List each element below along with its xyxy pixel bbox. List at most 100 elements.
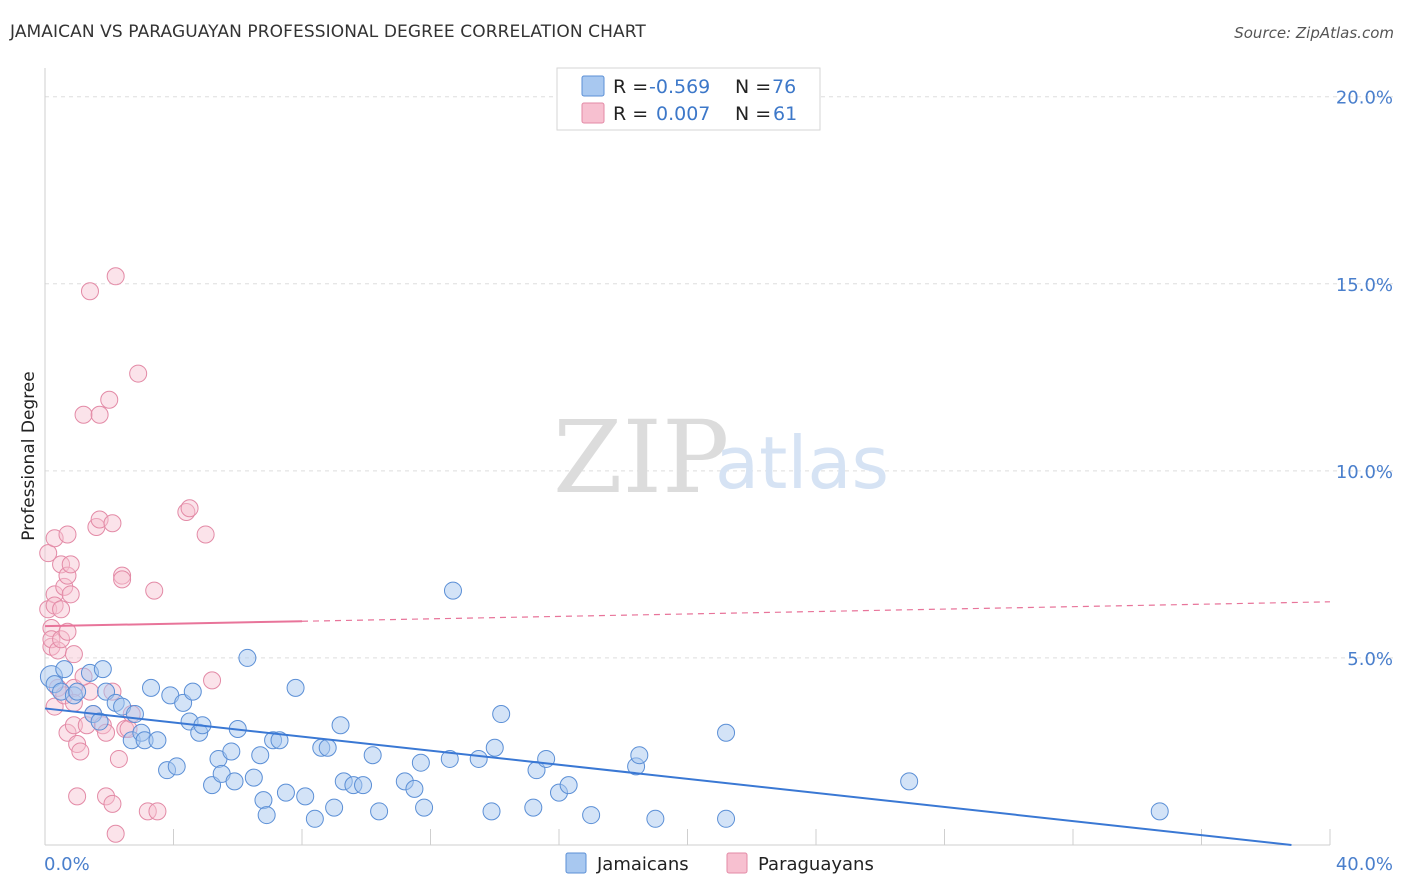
jamaican-point: [443, 581, 462, 600]
y-tick-label: 15.0%: [1336, 275, 1393, 296]
jamaican-point: [415, 798, 434, 817]
legend-n-value: 76: [772, 76, 796, 98]
paraguayan-point: [52, 555, 71, 574]
paraguayans-trend-line-extension: [301, 601, 1331, 622]
paraguayan-point: [103, 794, 122, 813]
paraguayan-point: [52, 630, 71, 649]
jamaican-point: [582, 806, 601, 825]
jamaican-point: [717, 723, 736, 742]
paraguayan-point: [90, 405, 109, 424]
bottom-legend: Jamaicans Paraguayans: [565, 852, 874, 875]
paraguayan-point: [180, 499, 199, 518]
jamaican-point: [55, 660, 74, 679]
jamaican-point: [354, 776, 373, 795]
jamaican-point: [331, 716, 350, 735]
y-tick-labels: 5.0% 10.0% 15.0% 20.0%: [1336, 88, 1393, 670]
paraguayan-point: [52, 600, 71, 619]
jamaican-point: [296, 787, 315, 806]
source-label: Source: ZipAtlas.com: [1234, 24, 1394, 42]
jamaican-point: [93, 660, 112, 679]
paraguayan-point: [106, 267, 125, 286]
paraguayan-point: [100, 390, 119, 409]
paraguayan-point: [145, 581, 164, 600]
jamaican-point: [305, 809, 324, 828]
jamaican-point: [482, 802, 501, 821]
bottom-legend-swatch-paraguayans: [726, 852, 748, 874]
legend-r-label: R =: [613, 76, 648, 98]
legend-n-label: N =: [735, 103, 771, 125]
x-tick-labels: 0.0% 40.0%: [44, 854, 1393, 875]
paraguayan-point: [129, 364, 148, 383]
paraguayan-point: [68, 787, 87, 806]
jamaican-point: [630, 746, 649, 765]
jamaican-point: [251, 746, 270, 765]
jamaican-point: [142, 678, 161, 697]
axes: [44, 68, 1331, 846]
jamaican-point: [238, 648, 257, 667]
legend-swatch-paraguayans: [581, 102, 605, 124]
paraguayan-point: [61, 555, 80, 574]
paraguayan-point: [61, 585, 80, 604]
jamaican-point: [254, 791, 273, 810]
legend-r-label: R =: [613, 103, 648, 125]
y-axis-label: Professional Degree: [19, 371, 39, 540]
trend-lines: [44, 601, 1331, 846]
y-tick-label: 5.0%: [1347, 649, 1393, 670]
paraguayan-point: [58, 622, 77, 641]
paraguayan-point: [55, 577, 74, 596]
paraguayan-point: [58, 566, 77, 585]
paraguayan-point: [106, 824, 125, 843]
jamaican-point: [1150, 802, 1169, 821]
jamaican-point: [440, 749, 459, 768]
jamaican-point: [469, 749, 488, 768]
jamaican-point: [125, 705, 144, 724]
paraguayan-point: [109, 749, 128, 768]
jamaican-point: [900, 772, 919, 791]
paraguayan-point: [58, 525, 77, 544]
jamaicans-points: [39, 581, 1169, 828]
paraguayans-points: [39, 267, 222, 843]
jamaican-point: [276, 783, 295, 802]
bottom-legend-swatch-jamaicans: [565, 852, 587, 874]
paraguayan-point: [196, 525, 215, 544]
jamaican-point: [370, 802, 389, 821]
jamaican-point: [257, 806, 276, 825]
y-tick-label: 10.0%: [1336, 462, 1393, 483]
jamaican-point: [717, 809, 736, 828]
legend-n-label: N =: [735, 76, 771, 98]
jamaican-point: [325, 798, 344, 817]
x-tick-label: 40.0%: [1336, 854, 1393, 875]
paraguayan-point: [64, 716, 83, 735]
jamaican-point: [524, 798, 543, 817]
jamaican-point: [485, 738, 504, 757]
paraguayan-point: [97, 787, 116, 806]
paraguayan-point: [113, 570, 132, 589]
legend-r-value: 0.007: [656, 103, 710, 125]
paraguayan-point: [203, 671, 222, 690]
paraguayan-point: [103, 514, 122, 533]
chart-title: JAMAICAN VS PARAGUAYAN PROFESSIONAL DEGR…: [10, 22, 646, 42]
jamaican-point: [492, 705, 511, 724]
jamaican-point: [318, 738, 337, 757]
jamaican-point: [286, 678, 305, 697]
bottom-legend-paraguayans: Paraguayans: [758, 854, 874, 875]
jamaican-point: [222, 742, 241, 761]
jamaican-point: [646, 809, 665, 828]
jamaican-point: [411, 753, 430, 772]
legend-box: R = -0.569 N = 76 R = 0.007 N = 61: [556, 67, 821, 131]
paraguayan-point: [148, 802, 167, 821]
paraguayan-point: [39, 544, 58, 563]
paraguayan-point: [74, 405, 93, 424]
legend-n-value: 61: [773, 103, 797, 125]
bottom-legend-jamaicans: Jamaicans: [596, 854, 689, 875]
jamaicans-trend-line: [44, 707, 1292, 846]
paraguayan-point: [80, 282, 99, 301]
jamaican-point: [559, 776, 578, 795]
paraguayan-point: [42, 630, 61, 649]
jamaican-point: [244, 768, 263, 787]
jamaican-point: [68, 682, 87, 701]
legend-r-value: -0.569: [649, 76, 710, 98]
watermark-zip: ZIP: [553, 399, 729, 516]
paraguayan-point: [71, 742, 90, 761]
